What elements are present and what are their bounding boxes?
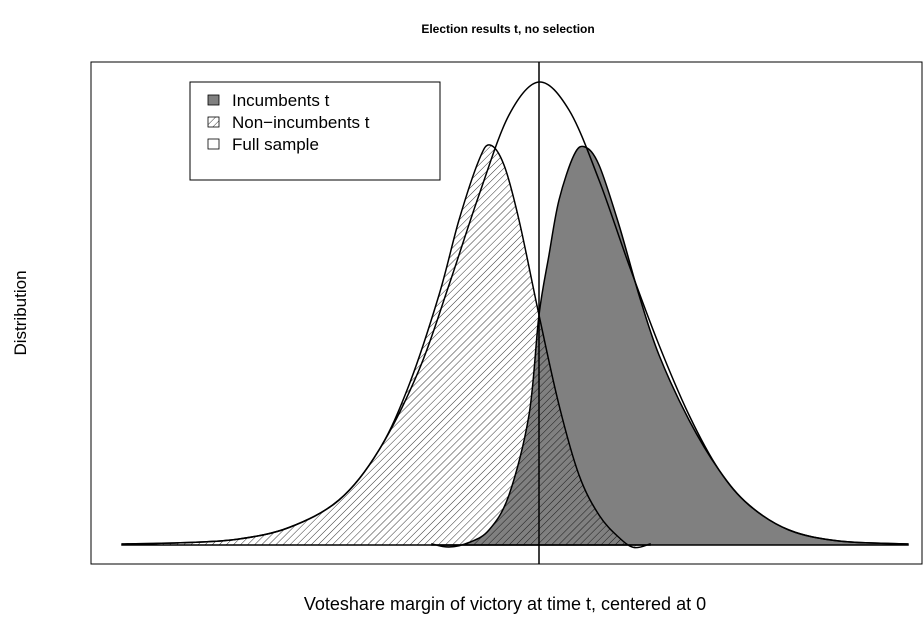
legend-label: Incumbents t (232, 91, 330, 110)
chart-title: Election results t, no selection (421, 22, 594, 36)
plot-frame (90, 61, 923, 565)
legend-box (189, 81, 441, 181)
legend-label: Full sample (232, 135, 319, 154)
legend-swatch (207, 94, 220, 106)
legend-swatch (207, 116, 220, 128)
x-axis-label: Voteshare margin of victory at time t, c… (304, 594, 706, 614)
density-area (121, 81, 909, 545)
y-axis-label: Distribution (11, 270, 30, 355)
legend-swatch (207, 138, 220, 150)
legend-label: Non−incumbents t (232, 113, 370, 132)
